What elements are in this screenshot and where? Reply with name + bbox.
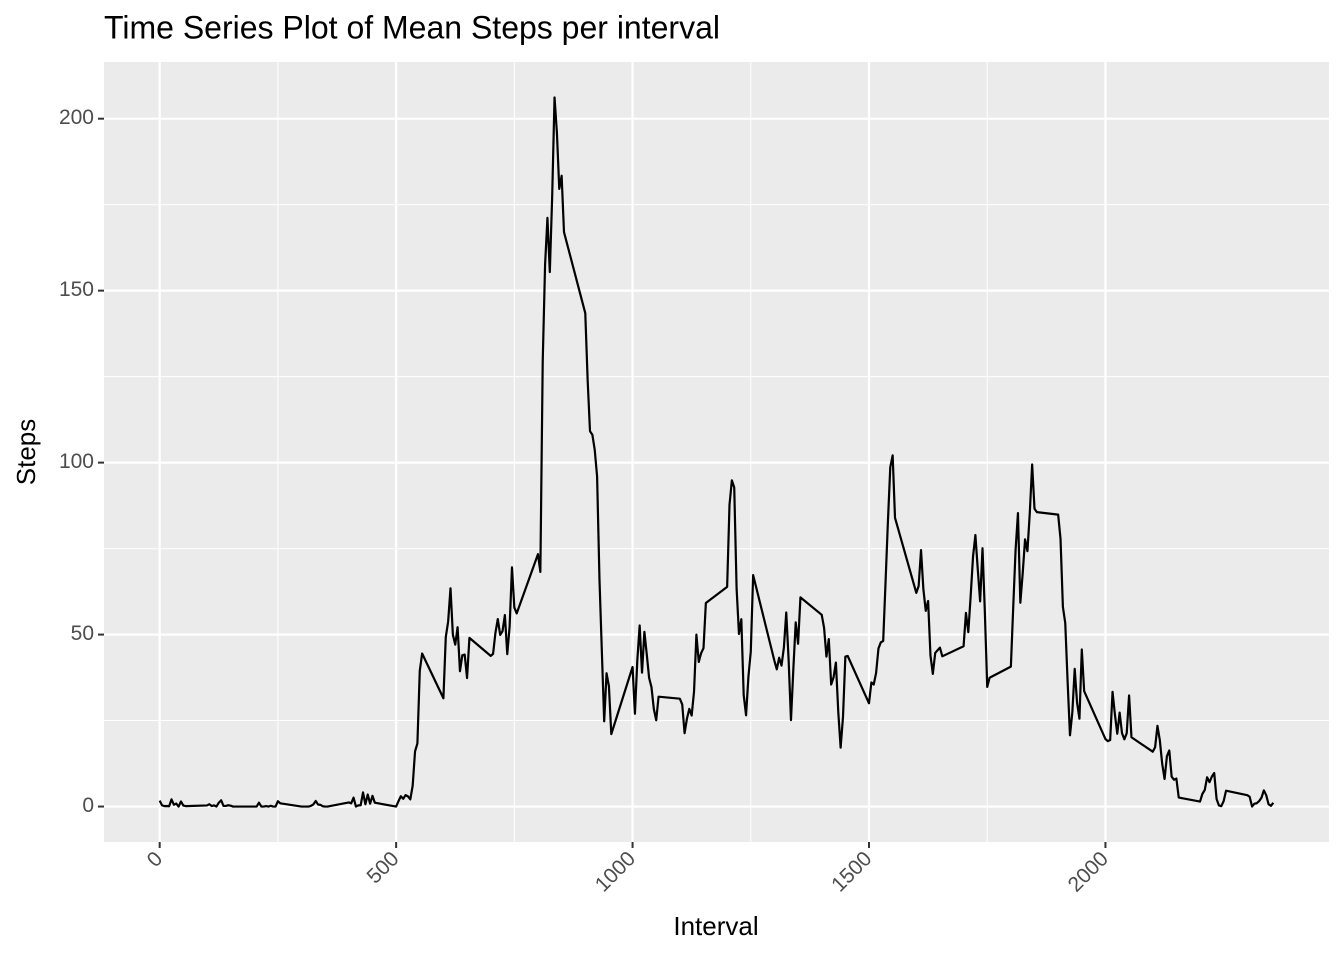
y-tick-label: 100 xyxy=(59,450,94,473)
y-axis-title: Steps xyxy=(11,419,41,486)
x-tick-label: 1000 xyxy=(591,847,640,896)
x-tick-label: 2000 xyxy=(1064,847,1113,896)
x-tick-label: 0 xyxy=(143,847,168,872)
chart-title: Time Series Plot of Mean Steps per inter… xyxy=(104,9,720,45)
grid xyxy=(104,62,1329,842)
x-axis-title: Interval xyxy=(673,911,758,941)
y-tick-label: 150 xyxy=(59,278,94,301)
y-tick-label: 200 xyxy=(59,106,94,129)
x-tick-label: 500 xyxy=(363,847,404,888)
y-tick-label: 0 xyxy=(82,794,94,817)
y-tick-label: 50 xyxy=(71,622,94,645)
x-tick-label: 1500 xyxy=(827,847,876,896)
panel xyxy=(104,62,1329,842)
line-series xyxy=(158,96,1275,808)
